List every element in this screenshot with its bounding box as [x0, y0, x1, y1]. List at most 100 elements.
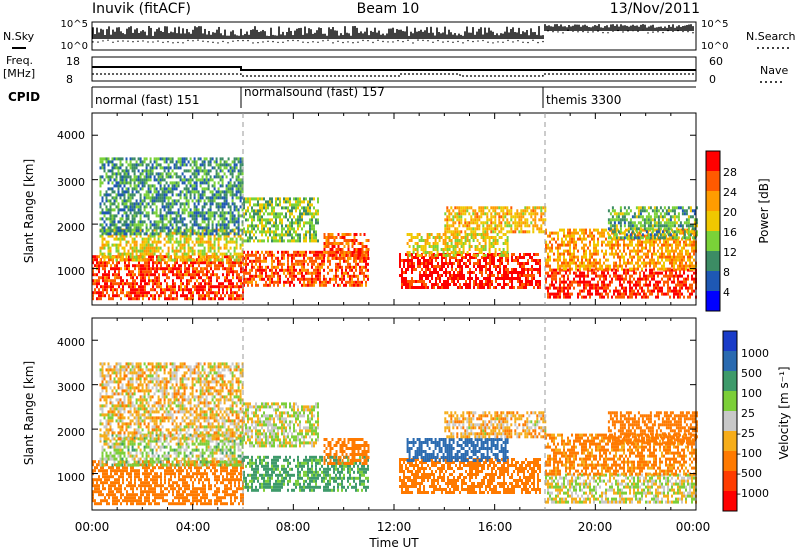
- data-cell: [257, 274, 259, 278]
- data-cell: [111, 160, 114, 164]
- data-cell: [175, 232, 178, 236]
- data-cell: [237, 229, 240, 233]
- data-cell: [480, 245, 483, 248]
- data-cell: [112, 297, 114, 301]
- noise-search-dot: [337, 40, 339, 42]
- data-cell: [228, 273, 230, 277]
- data-cell: [291, 239, 293, 243]
- data-cell: [131, 187, 134, 191]
- data-cell: [193, 163, 196, 167]
- data-cell: [506, 251, 509, 254]
- data-cell: [520, 230, 523, 234]
- data-cell: [293, 271, 295, 275]
- data-cell: [217, 166, 220, 170]
- data-cell: [439, 280, 441, 283]
- data-cell: [240, 279, 242, 283]
- data-cell: [424, 254, 427, 257]
- data-cell: [516, 221, 519, 225]
- data-cell: [131, 220, 134, 224]
- data-cell: [143, 181, 146, 185]
- data-cell: [313, 236, 315, 240]
- data-cell: [297, 218, 299, 222]
- data-cell: [223, 237, 226, 241]
- data-cell: [427, 277, 429, 280]
- data-cell: [237, 220, 240, 224]
- data-cell: [204, 267, 206, 271]
- data-cell: [233, 160, 236, 164]
- data-cell: [349, 233, 352, 236]
- data-cell: [333, 253, 335, 257]
- data-cell: [227, 205, 230, 209]
- data-cell: [163, 184, 166, 188]
- data-cell: [291, 265, 293, 269]
- data-cell: [529, 253, 531, 256]
- data-cell: [428, 236, 431, 239]
- data-cell: [494, 215, 497, 219]
- data-cell: [489, 259, 491, 262]
- data-cell: [275, 221, 277, 225]
- data-cell: [257, 218, 259, 222]
- data-cell: [535, 253, 537, 256]
- data-cell: [199, 237, 202, 241]
- data-cell: [329, 259, 331, 263]
- data-cell: [163, 226, 166, 230]
- noise-search-dot: [597, 30, 599, 32]
- data-cell: [530, 209, 533, 213]
- data-cell: [201, 208, 204, 212]
- data-cell: [243, 271, 245, 275]
- data-cell: [261, 259, 263, 263]
- data-cell: [539, 262, 541, 265]
- data-cell: [187, 181, 190, 185]
- data-cell: [333, 256, 335, 260]
- data-cell: [168, 267, 170, 271]
- data-cell: [337, 250, 339, 254]
- data-cell: [139, 217, 142, 221]
- data-cell: [209, 157, 212, 161]
- data-cell: [245, 233, 247, 237]
- data-cell: [135, 187, 138, 191]
- data-cell: [363, 233, 366, 236]
- data-cell: [135, 258, 138, 262]
- data-cell: [99, 223, 102, 227]
- data-cell: [482, 233, 485, 236]
- data-cell: [506, 212, 509, 216]
- data-cell: [189, 175, 192, 179]
- data-cell: [494, 218, 497, 222]
- data-cell: [236, 282, 238, 286]
- data-cell: [167, 211, 170, 215]
- data-cell: [289, 274, 291, 278]
- data-cell: [140, 267, 142, 271]
- data-cell: [277, 203, 279, 207]
- data-cell: [113, 172, 116, 176]
- data-cell: [309, 212, 311, 216]
- data-cell: [235, 175, 238, 179]
- data-cell: [359, 233, 362, 236]
- data-cell: [229, 181, 232, 185]
- data-cell: [468, 221, 471, 225]
- data-cell: [112, 279, 114, 283]
- data-cell: [104, 282, 106, 286]
- data-cell: [148, 267, 150, 271]
- data-cell: [464, 221, 467, 225]
- data-cell: [104, 285, 106, 289]
- noise-search-dot: [312, 41, 314, 43]
- data-cell: [207, 223, 210, 227]
- data-cell: [217, 234, 220, 238]
- noise-search-dot: [402, 40, 404, 43]
- data-cell: [301, 250, 303, 254]
- data-cell: [117, 190, 120, 194]
- data-cell: [444, 254, 447, 257]
- data-cell: [269, 230, 271, 234]
- data-cell: [96, 258, 98, 262]
- data-cell: [531, 277, 533, 280]
- data-cell: [215, 237, 218, 241]
- data-cell: [351, 274, 353, 278]
- data-cell: [399, 253, 401, 256]
- data-cell: [478, 233, 481, 236]
- data-cell: [403, 280, 405, 283]
- data-cell: [357, 242, 360, 245]
- data-cell: [351, 242, 354, 245]
- data-cell: [299, 218, 301, 222]
- data-cell: [514, 230, 517, 234]
- data-cell: [417, 259, 419, 262]
